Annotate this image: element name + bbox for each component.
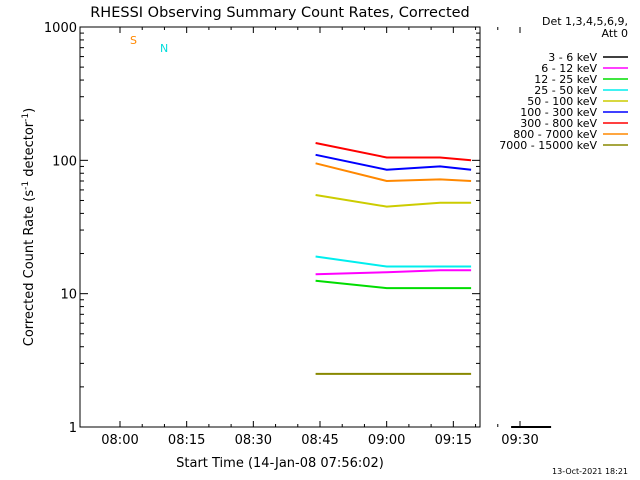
series-line xyxy=(315,255,472,268)
y-axis-label-end: ) xyxy=(22,108,37,113)
x-axis-label: Start Time (14-Jan-08 07:56:02) xyxy=(176,456,384,471)
series-line xyxy=(315,194,472,208)
series-line xyxy=(315,142,472,162)
x-tick-label: 08:45 xyxy=(301,433,338,448)
observing-flags: SN xyxy=(130,34,168,55)
series-layer xyxy=(315,142,552,428)
y-tick-label: 10 xyxy=(60,288,77,303)
legend-entry-label: 100 - 300 keV xyxy=(520,106,597,119)
x-tick-label: 08:30 xyxy=(235,433,272,448)
legend-entry-label: 7000 - 15000 keV xyxy=(499,139,597,152)
x-tick-label: 08:00 xyxy=(101,433,138,448)
legend-entry-label: 6 - 12 keV xyxy=(541,62,597,75)
x-axis: 08:00 08:15 08:30 08:45 09:00 09:15 09:30 xyxy=(101,27,539,448)
chart-title: RHESSI Observing Summary Count Rates, Co… xyxy=(90,5,470,21)
x-tick-label: 09:30 xyxy=(501,433,538,448)
plot-frame xyxy=(79,26,481,428)
y-axis-label-sup2: -1 xyxy=(21,113,31,122)
timestamp: 13-Oct-2021 18:21 xyxy=(552,467,628,476)
x-tick-label: 08:15 xyxy=(168,433,205,448)
legend-entry-label: 300 - 800 keV xyxy=(520,117,597,130)
y-axis-label-sup1: -1 xyxy=(21,181,31,190)
legend-entry-label: 3 - 6 keV xyxy=(548,51,597,64)
y-axis-label-main: Corrected Count Rate (s xyxy=(22,190,37,347)
y-axis-label: Corrected Count Rate (s-1 detector-1) xyxy=(21,108,37,346)
night-flag-label: N xyxy=(160,42,168,55)
y-axis: 1 10 100 1000 xyxy=(44,21,480,436)
legend-header: Det 1,3,4,5,6,9, xyxy=(542,15,628,28)
y-axis-label-mid: detector xyxy=(22,121,37,181)
y-tick-label: 1 xyxy=(69,421,77,436)
series-line xyxy=(315,269,472,276)
legend-header: Att 0 xyxy=(602,27,628,40)
series-line xyxy=(315,279,472,290)
y-tick-label: 100 xyxy=(52,154,77,169)
legend-entry-label: 12 - 25 keV xyxy=(534,73,597,86)
legend-entry-label: 25 - 50 keV xyxy=(534,84,597,97)
x-tick-label: 09:15 xyxy=(435,433,472,448)
x-tick-label: 09:00 xyxy=(368,433,405,448)
y-tick-label: 1000 xyxy=(44,21,77,36)
legend-entry-label: 800 - 7000 keV xyxy=(513,128,597,141)
saa-flag-label: S xyxy=(130,34,137,47)
legend-entry-label: 50 - 100 keV xyxy=(527,95,597,108)
series-line xyxy=(315,162,472,183)
series-line xyxy=(315,153,472,171)
